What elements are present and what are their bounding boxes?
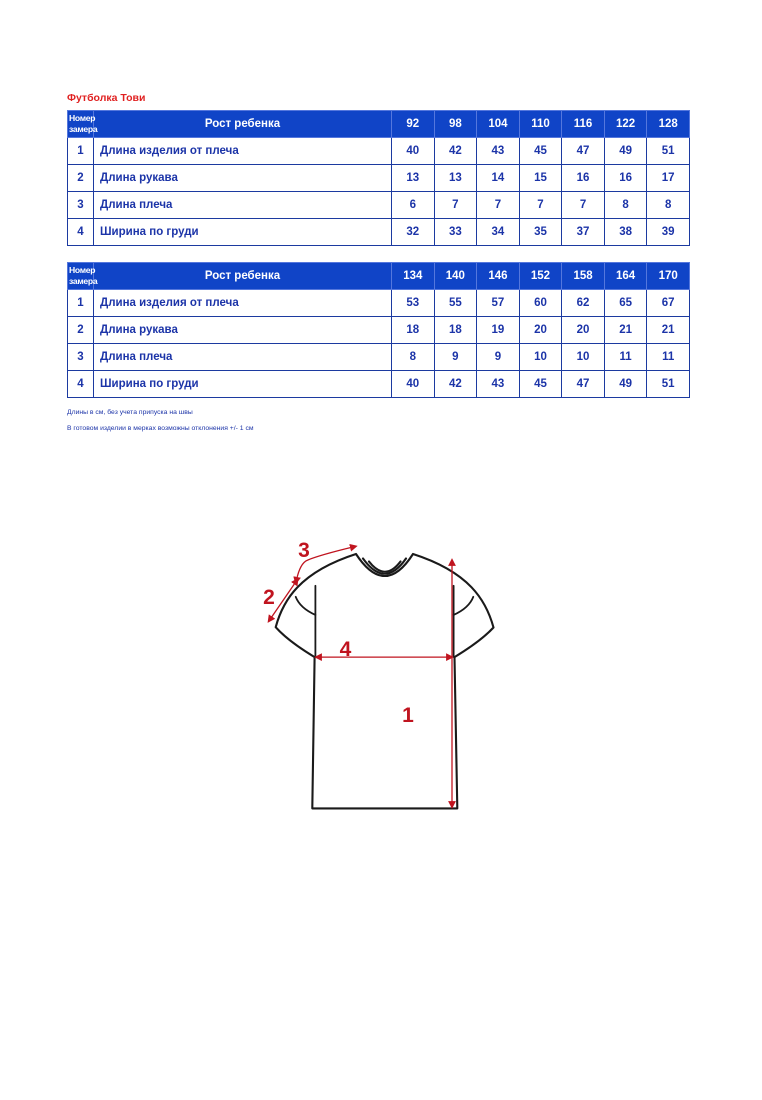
svg-text:1: 1 [402, 704, 414, 727]
svg-text:3: 3 [298, 539, 310, 562]
svg-text:2: 2 [263, 586, 275, 609]
svg-text:4: 4 [340, 638, 352, 661]
